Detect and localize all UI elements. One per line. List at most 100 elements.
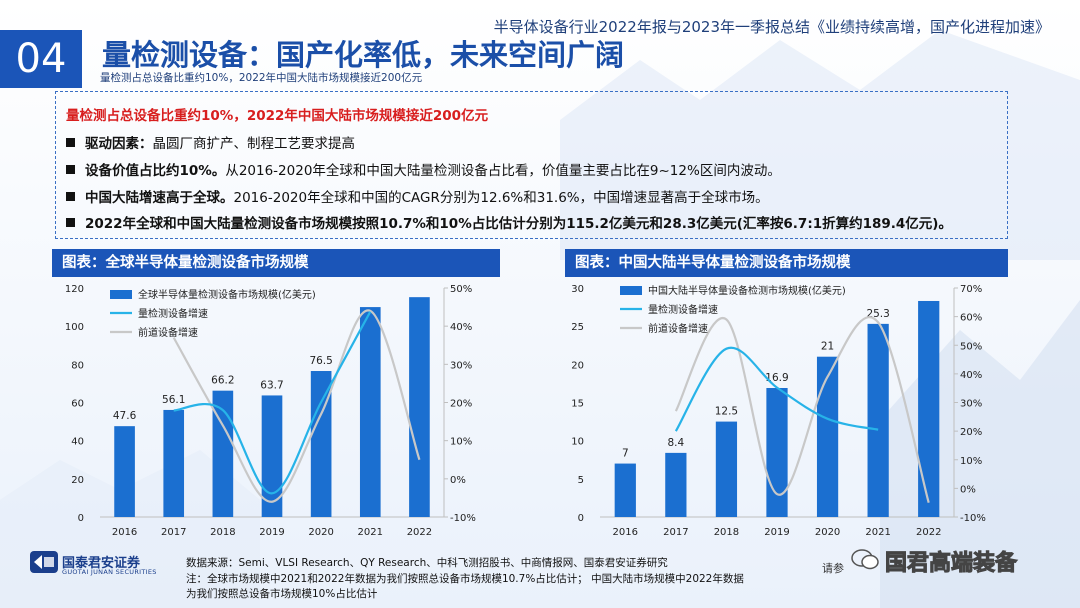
y2-tick-label: 60% (960, 313, 982, 324)
series-line-frontend-growth (172, 309, 421, 503)
y-tick-label: 0 (78, 513, 84, 524)
bar (715, 421, 738, 517)
y-tick-label: 80 (71, 360, 84, 371)
page-headline: 量检测设备：国产化率低，未来空间广阔 (102, 38, 625, 72)
watermark-brand: 国君高端装备 (884, 551, 1018, 577)
china-market-chart: 0 5 10 15 20 25 30 -10% 0% 10% 20% 30% 40% 50% 60% 70% 2… (571, 284, 986, 538)
y-tick-label: 20 (571, 360, 584, 371)
x-tick-label: 2022 (407, 527, 432, 538)
bar (261, 395, 283, 517)
bullet-square-icon (66, 218, 75, 227)
footnote-line-1: 注：全球市场规模中2021和2022年数据为我们按照总设备市场规模10.7%占比… (186, 573, 744, 585)
y2-tick-label: 10% (450, 437, 472, 448)
watermark-small-text: 请参 (822, 562, 844, 575)
y-tick-label: 40 (71, 437, 84, 448)
bar (409, 297, 430, 517)
y2-tick-label: 20% (960, 427, 982, 438)
y2-tick-label: 30% (960, 399, 982, 410)
series-line-metrology-growth (173, 311, 372, 495)
bar (114, 426, 135, 517)
x-tick-label: 2019 (259, 527, 284, 538)
bar-value-label: 8.4 (668, 437, 685, 449)
y2-tick-label: 40% (450, 322, 472, 333)
bullet-square-icon (66, 165, 75, 174)
bullet-square-icon (66, 192, 75, 201)
bar (918, 300, 940, 517)
wechat-icon (851, 549, 879, 570)
y2-tick-label: 30% (450, 360, 472, 371)
report-title: 半导体设备行业2022年报与2023年一季报总结《业绩持续高增，国产化进程加速》 (493, 18, 1050, 36)
bar (359, 307, 381, 517)
bar (310, 371, 332, 517)
y2-tick-label: 10% (960, 456, 982, 467)
legend-swatch-bar (110, 290, 132, 299)
y2-tick-label: 70% (960, 284, 982, 295)
bar (212, 390, 234, 517)
x-tick-label: 2017 (663, 527, 688, 538)
data-source: 数据来源：Semi、VLSI Research、QY Research、中科飞测… (186, 557, 668, 569)
y2-tick-label: -10% (960, 513, 986, 524)
legend-label: 量检测设备增速 (138, 307, 208, 320)
guotai-junan-logo-icon (30, 551, 58, 573)
y2-tick-label: 50% (960, 341, 982, 352)
right-chart-title: 图表：中国大陆半导体量检测设备市场规模 (565, 249, 1008, 277)
bar (665, 452, 687, 517)
x-tick-label: 2021 (865, 527, 890, 538)
y2-tick-label: 20% (450, 399, 472, 410)
logo-subtitle: GUOTAI JUNAN SECURITIES (62, 568, 157, 576)
logo-name: 国泰君安证券 (62, 556, 141, 571)
summary-bullet: 中国大陆增速高于全球。2016-2020年全球和中国的CAGR分别为12.6%和… (66, 186, 769, 206)
y2-tick-label: 0% (450, 475, 466, 486)
global-market-chart: 0 20 40 60 80 100 120 -10% 0% 10% 20% 30% 40% 50% 2016… (65, 284, 476, 538)
bar (766, 387, 788, 517)
y-tick-label: 120 (65, 284, 84, 295)
x-tick-label: 2018 (210, 527, 235, 538)
section-number-badge: 04 (0, 30, 82, 88)
y-tick-label: 30 (571, 284, 584, 295)
x-tick-label: 2020 (815, 527, 840, 538)
bar (614, 463, 636, 517)
x-tick-label: 2016 (613, 527, 638, 538)
y-tick-label: 20 (71, 475, 84, 486)
x-tick-label: 2017 (161, 527, 186, 538)
bar-value-label: 63.7 (260, 379, 283, 391)
bar-value-label: 56.1 (162, 394, 185, 406)
legend-label: 前道设备增速 (138, 326, 198, 339)
bar-value-label: 16.9 (765, 372, 788, 384)
summary-bullet: 2022年全球和中国大陆量检测设备市场规模按照10.7%和10%占比估计分别为1… (66, 212, 952, 232)
summary-bullet: 设备价值占比约10%。从2016-2020年全球和中国大陆量检测设备占比看，价值… (66, 159, 781, 179)
y-tick-label: 5 (578, 475, 584, 486)
bar-value-label: 76.5 (309, 355, 332, 367)
x-tick-label: 2020 (308, 527, 333, 538)
bar-value-label: 12.5 (715, 406, 738, 418)
x-tick-label: 2016 (112, 527, 137, 538)
bar (816, 356, 839, 517)
series-line-metrology-growth (674, 346, 879, 432)
bar (163, 409, 185, 517)
bar-value-label: 21 (821, 341, 834, 353)
x-tick-label: 2022 (916, 527, 941, 538)
bar-value-label: 47.6 (113, 410, 137, 422)
legend-label: 中国大陆半导体量设备检测市场规模(亿美元) (648, 284, 846, 297)
left-chart-title: 图表：全球半导体量检测设备市场规模 (52, 249, 500, 277)
y2-tick-label: 0% (960, 484, 976, 495)
footnote-line-2: 为我们按照总设备市场规模10%占比估计 (186, 588, 378, 600)
bullet-square-icon (66, 138, 75, 147)
legend-label: 量检测设备增速 (648, 303, 718, 316)
y-tick-label: 60 (71, 399, 84, 410)
y2-tick-label: 50% (450, 284, 472, 295)
y2-tick-label: -10% (450, 513, 476, 524)
x-tick-label: 2019 (764, 527, 789, 538)
summary-box: 量检测占总设备比重约10%，2022年中国大陆市场规模接近200亿元 驱动因素：… (55, 91, 1008, 239)
bar (867, 323, 889, 517)
legend-label: 全球半导体量检测设备市场规模(亿美元) (138, 288, 316, 301)
y-tick-label: 10 (571, 437, 584, 448)
y-tick-label: 25 (571, 322, 584, 333)
y-tick-label: 15 (571, 399, 584, 410)
bar-value-label: 66.2 (211, 375, 234, 387)
page-subheadline: 量检测占总设备比重约10%，2022年中国大陆市场规模接近200亿元 (100, 72, 423, 84)
legend-swatch-bar (620, 286, 642, 295)
y-tick-label: 0 (578, 513, 584, 524)
series-line-frontend-growth (674, 316, 930, 503)
y-tick-label: 100 (65, 322, 84, 333)
